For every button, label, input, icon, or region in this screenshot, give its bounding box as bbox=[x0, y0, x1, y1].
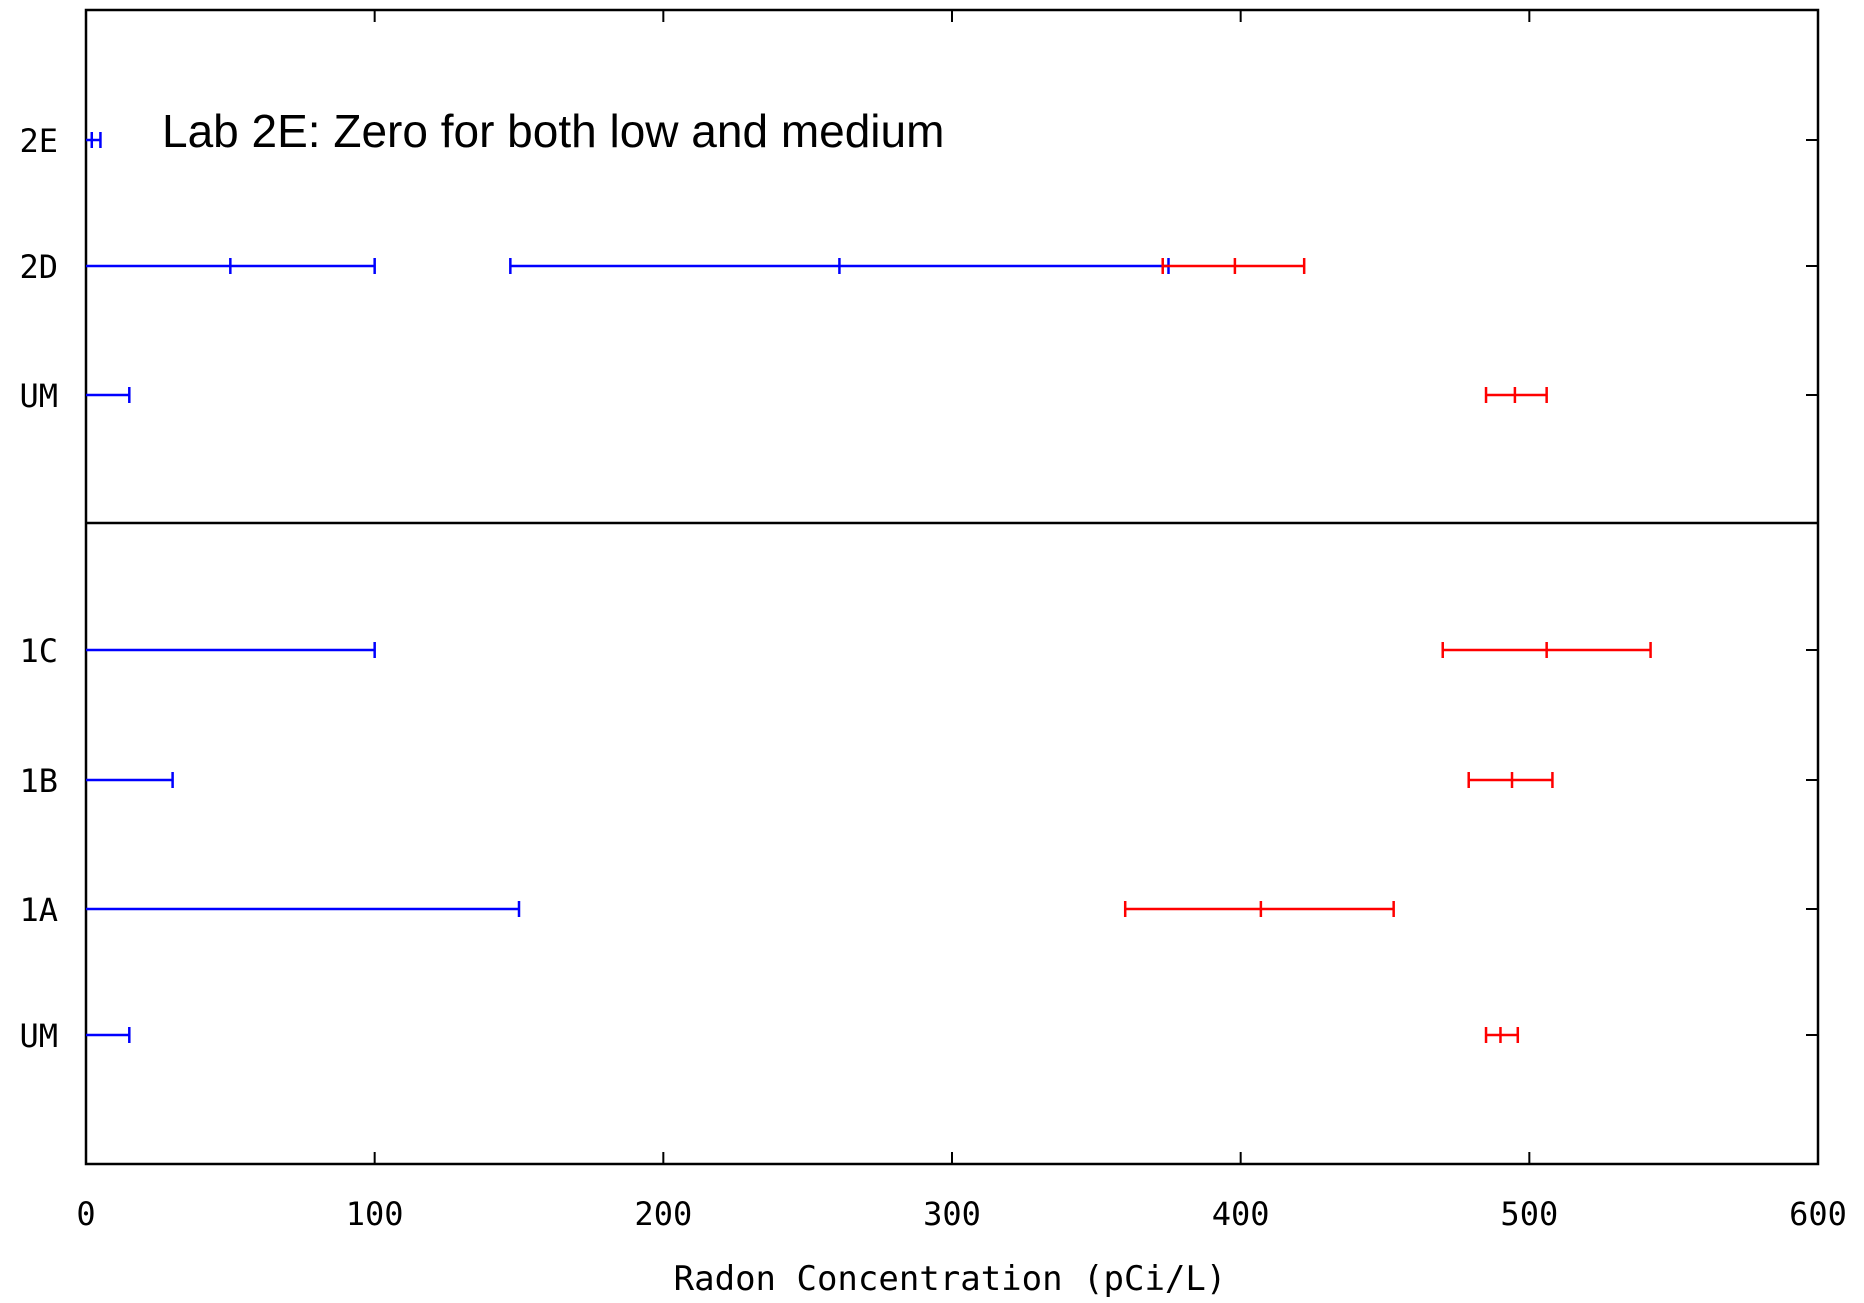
y-tick-label: 1A bbox=[19, 891, 58, 929]
x-tick-label: 300 bbox=[923, 1195, 981, 1233]
y-tick-label: 1C bbox=[19, 632, 58, 670]
x-tick-label: 500 bbox=[1500, 1195, 1558, 1233]
x-tick-label: 0 bbox=[76, 1195, 95, 1233]
y-tick-label: 1B bbox=[19, 762, 58, 800]
x-axis-title: Radon Concentration (pCi/L) bbox=[674, 1259, 1227, 1299]
y-tick-label: 2E bbox=[19, 122, 58, 160]
annotation-text: Lab 2E: Zero for both low and medium bbox=[162, 105, 944, 157]
y-tick-label: 2D bbox=[19, 248, 58, 286]
plot-frame bbox=[84, 8, 1820, 1166]
x-tick-label: 400 bbox=[1212, 1195, 1270, 1233]
x-tick-label: 200 bbox=[634, 1195, 692, 1233]
y-tick-label: UM bbox=[19, 1017, 58, 1055]
x-tick-label: 600 bbox=[1789, 1195, 1847, 1233]
y-tick-label: UM bbox=[19, 377, 58, 415]
x-tick-label: 100 bbox=[346, 1195, 404, 1233]
